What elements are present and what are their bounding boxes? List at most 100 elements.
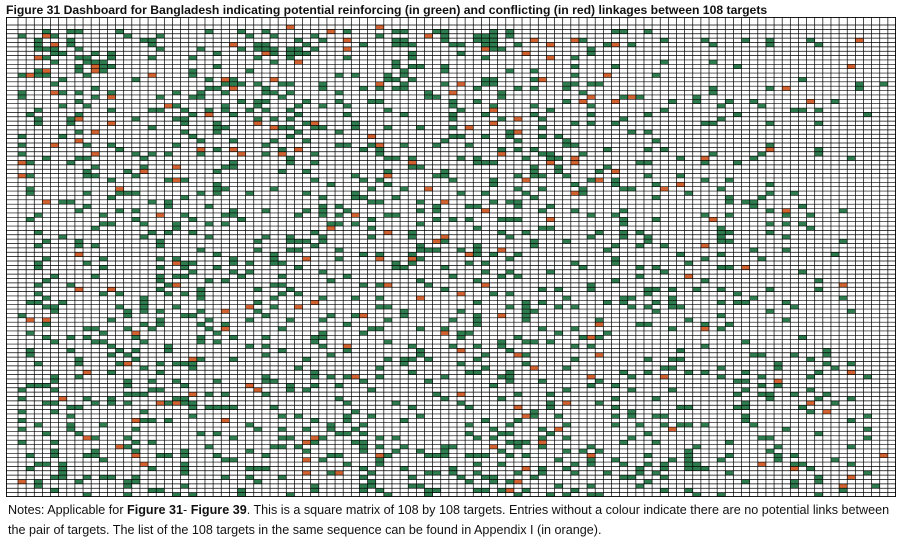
reinforcing-link-cell [700, 344, 710, 349]
reinforcing-link-cell [221, 457, 230, 463]
reinforcing-link-cell [717, 492, 726, 497]
reinforcing-link-cell [660, 243, 669, 248]
reinforcing-link-cell [375, 326, 384, 331]
reinforcing-link-cell [790, 392, 799, 397]
reinforcing-link-cell [619, 370, 628, 375]
conflicting-link-cell [245, 383, 254, 388]
reinforcing-link-cell [91, 51, 100, 56]
reinforcing-link-cell [489, 33, 498, 39]
reinforcing-link-cell [587, 46, 596, 52]
reinforcing-link-cell [286, 90, 295, 95]
reinforcing-link-cell [757, 435, 766, 441]
reinforcing-link-cell [123, 383, 132, 388]
reinforcing-link-cell [213, 169, 222, 174]
reinforcing-link-cell [253, 81, 262, 87]
reinforcing-link-cell [391, 38, 401, 43]
reinforcing-link-cell [180, 466, 189, 471]
reinforcing-link-cell [432, 470, 441, 476]
reinforcing-link-cell [578, 265, 588, 270]
reinforcing-link-cell [400, 112, 409, 117]
reinforcing-link-cell [278, 81, 287, 87]
reinforcing-link-cell [692, 466, 701, 471]
reinforcing-link-cell [424, 90, 433, 95]
reinforcing-link-cell [643, 322, 653, 327]
reinforcing-link-cell [196, 287, 205, 292]
reinforcing-link-cell [806, 357, 815, 362]
reinforcing-link-cell [538, 151, 547, 157]
reinforcing-link-cell [643, 234, 653, 240]
reinforcing-link-cell [692, 287, 701, 292]
reinforcing-link-cell [757, 151, 766, 157]
reinforcing-link-cell [180, 121, 189, 126]
conflicting-link-cell [34, 55, 43, 60]
reinforcing-link-cell [245, 448, 254, 454]
conflicting-link-cell [375, 453, 384, 458]
reinforcing-link-cell [261, 313, 271, 318]
reinforcing-link-cell [270, 261, 279, 266]
reinforcing-link-cell [375, 304, 384, 310]
reinforcing-link-cell [652, 195, 661, 200]
reinforcing-link-cell [123, 400, 132, 406]
reinforcing-link-cell [180, 108, 189, 113]
reinforcing-link-cell [709, 42, 718, 47]
reinforcing-link-cell [806, 466, 815, 471]
reinforcing-link-cell [741, 479, 750, 484]
reinforcing-link-cell [538, 208, 547, 213]
reinforcing-link-cell [156, 239, 165, 244]
reinforcing-link-cell [164, 344, 173, 349]
reinforcing-link-cell [42, 46, 51, 52]
reinforcing-link-cell [229, 435, 238, 441]
reinforcing-link-cell [270, 444, 279, 449]
reinforcing-link-cell [123, 483, 132, 489]
reinforcing-link-cell [99, 330, 108, 336]
reinforcing-link-cell [139, 164, 149, 170]
conflicting-link-cell [481, 282, 490, 288]
reinforcing-link-cell [66, 160, 75, 165]
conflicting-link-cell [676, 182, 685, 187]
reinforcing-link-cell [741, 413, 750, 419]
reinforcing-link-cell [765, 392, 775, 397]
reinforcing-link-cell [318, 208, 327, 213]
reinforcing-link-cell [635, 94, 644, 100]
reinforcing-link-cell [131, 116, 140, 122]
conflicting-link-cell [440, 199, 449, 205]
reinforcing-link-cell [522, 313, 531, 318]
reinforcing-link-cell [91, 435, 100, 441]
reinforcing-link-cell [310, 125, 319, 130]
reinforcing-link-cell [335, 221, 344, 227]
reinforcing-link-cell [806, 409, 815, 414]
reinforcing-link-cell [156, 361, 165, 366]
reinforcing-link-cell [278, 274, 287, 279]
reinforcing-link-cell [335, 431, 344, 436]
conflicting-link-cell [188, 392, 197, 397]
reinforcing-link-cell [814, 492, 823, 497]
conflicting-link-cell [343, 46, 352, 52]
reinforcing-link-cell [522, 156, 531, 161]
reinforcing-link-cell [164, 291, 173, 296]
reinforcing-link-cell [765, 221, 775, 227]
conflicting-link-cell [847, 64, 856, 69]
reinforcing-link-cell [619, 295, 628, 301]
reinforcing-link-cell [172, 396, 181, 401]
reinforcing-link-cell [229, 77, 238, 82]
reinforcing-link-cell [465, 479, 474, 484]
conflicting-link-cell [74, 287, 84, 292]
reinforcing-link-cell [440, 68, 449, 74]
reinforcing-link-cell [156, 274, 165, 279]
conflicting-link-cell [465, 252, 474, 257]
reinforcing-link-cell [148, 418, 157, 423]
reinforcing-link-cell [34, 282, 43, 288]
reinforcing-link-cell [660, 365, 669, 371]
reinforcing-link-cell [91, 448, 100, 454]
reinforcing-link-cell [570, 64, 579, 69]
reinforcing-link-cell [465, 217, 474, 222]
reinforcing-link-cell [91, 59, 100, 65]
reinforcing-link-cell [180, 195, 189, 200]
reinforcing-link-cell [765, 230, 775, 235]
reinforcing-link-cell [765, 435, 775, 441]
reinforcing-link-cell [765, 287, 775, 292]
reinforcing-link-cell [123, 352, 132, 358]
reinforcing-link-cell [489, 199, 498, 205]
conflicting-link-cell [408, 160, 417, 165]
conflicting-link-cell [91, 151, 100, 157]
